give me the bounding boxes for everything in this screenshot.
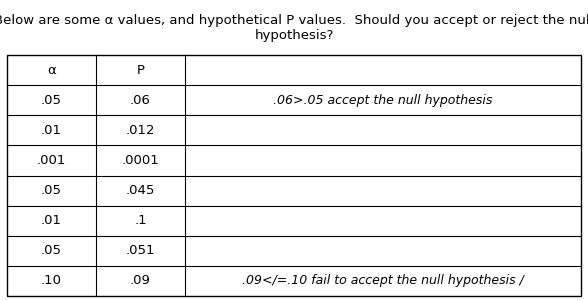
Text: .001: .001 <box>37 154 66 167</box>
Text: .051: .051 <box>126 244 155 257</box>
Text: .09: .09 <box>130 274 151 287</box>
Text: .05: .05 <box>41 244 62 257</box>
Text: .012: .012 <box>126 124 155 137</box>
Text: P: P <box>136 64 145 76</box>
Text: .05: .05 <box>41 184 62 197</box>
Text: .045: .045 <box>126 184 155 197</box>
Text: .0001: .0001 <box>122 154 159 167</box>
Text: Below are some α values, and hypothetical P values.  Should you accept or reject: Below are some α values, and hypothetica… <box>0 14 588 42</box>
Text: .01: .01 <box>41 124 62 137</box>
Text: .06: .06 <box>130 94 151 107</box>
Text: .10: .10 <box>41 274 62 287</box>
Text: .06>.05 accept the null hypothesis: .06>.05 accept the null hypothesis <box>273 94 493 107</box>
Text: .09</=.10 fail to accept the null hypothesis /: .09</=.10 fail to accept the null hypoth… <box>242 274 524 287</box>
Text: .05: .05 <box>41 94 62 107</box>
Bar <box>7 55 581 296</box>
Text: α: α <box>47 64 56 76</box>
Text: .01: .01 <box>41 214 62 227</box>
Text: .1: .1 <box>134 214 147 227</box>
